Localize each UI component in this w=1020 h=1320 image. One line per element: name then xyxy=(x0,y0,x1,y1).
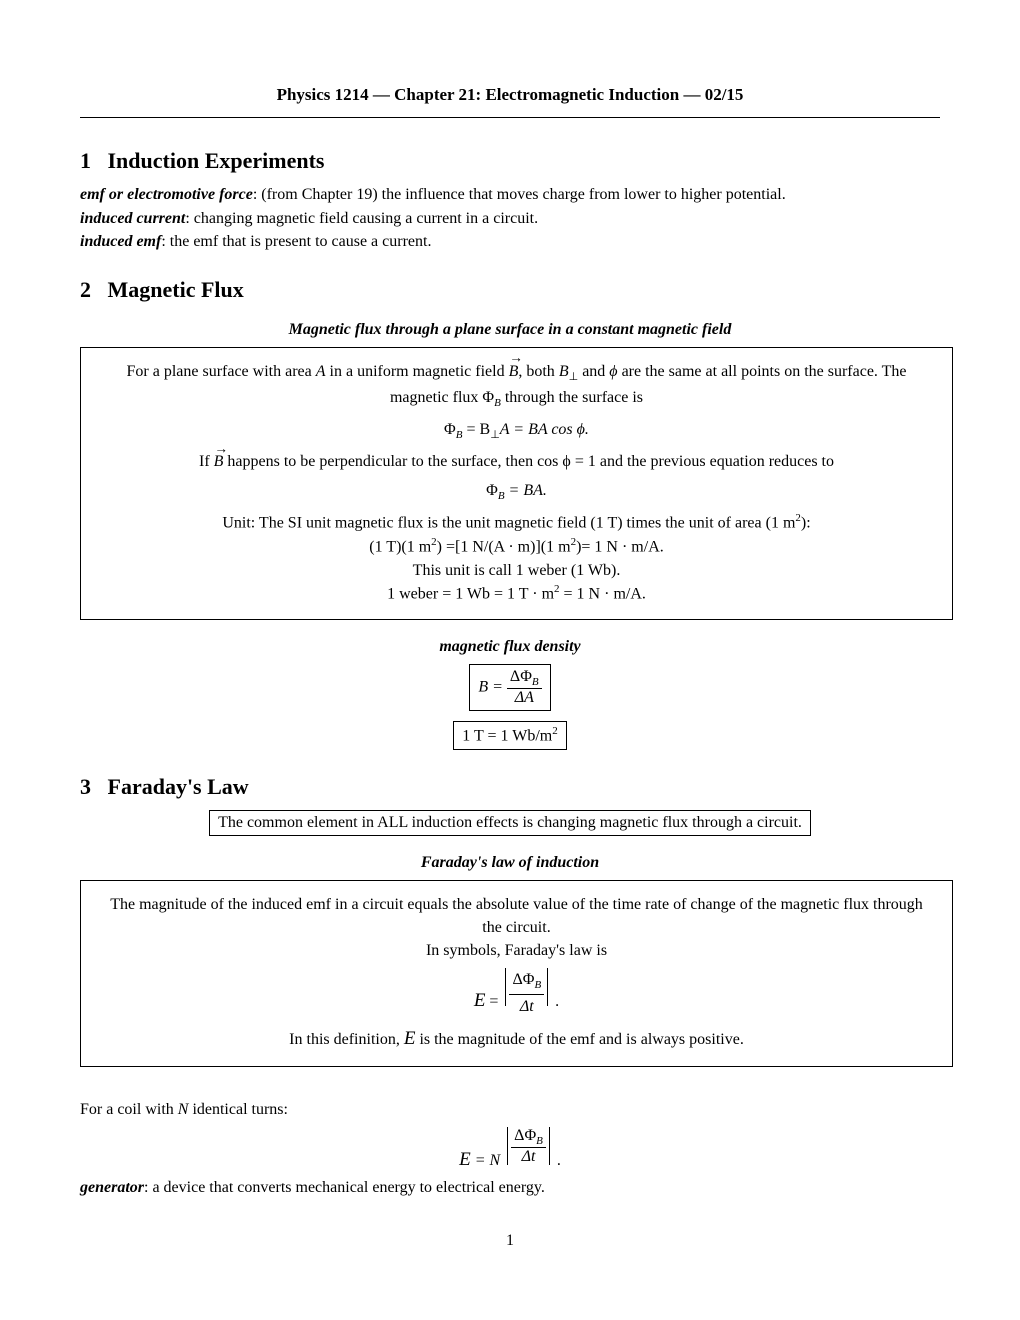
faraday-p2: In symbols, Faraday's law is xyxy=(99,939,934,962)
term-emf: emf or electromotive force xyxy=(80,186,253,203)
density-title: magnetic flux density xyxy=(80,638,940,656)
flux-unit-3: This unit is call 1 weber (1 Wb). xyxy=(99,559,934,582)
term-induced-emf: induced emf xyxy=(80,233,161,250)
faraday-equation: E = ΔΦBΔt . xyxy=(99,968,934,1018)
def-induced-emf: induced emf: the emf that is present to … xyxy=(80,231,940,253)
body-induced-emf: : the emf that is present to cause a cur… xyxy=(161,233,431,250)
section-2-heading: 2 Magnetic Flux xyxy=(80,277,940,303)
section-title: Faraday's Law xyxy=(108,774,249,799)
box-faraday: The magnitude of the induced emf in a ci… xyxy=(80,880,953,1067)
density-equation: B = ΔΦBΔA xyxy=(469,664,550,711)
flux-unit-2: (1 T)(1 m2) =[1 N/(A · m)](1 m2)= 1 N · … xyxy=(99,535,934,559)
box-flux-title: Magnetic flux through a plane surface in… xyxy=(80,321,940,339)
header-rule xyxy=(80,117,940,118)
coil-equation: E = N ΔΦBΔt . xyxy=(80,1127,940,1171)
flux-equation-2: ΦB = BA. xyxy=(99,479,934,505)
section-title: Induction Experiments xyxy=(108,148,325,173)
page-number: 1 xyxy=(80,1232,940,1250)
term-induced-current: induced current xyxy=(80,210,185,227)
body-generator: : a device that converts mechanical ener… xyxy=(144,1179,545,1196)
def-emf: emf or electromotive force: (from Chapte… xyxy=(80,184,940,206)
def-induced-current: induced current: changing magnetic field… xyxy=(80,208,940,230)
box-faraday-title: Faraday's law of induction xyxy=(80,854,940,872)
coil-text: For a coil with N identical turns: xyxy=(80,1099,940,1121)
body-induced-current: : changing magnetic field causing a curr… xyxy=(185,210,538,227)
def-generator: generator: a device that converts mechan… xyxy=(80,1177,940,1199)
flux-perp: If B happens to be perpendicular to the … xyxy=(99,450,934,473)
faraday-note: The common element in ALL induction effe… xyxy=(209,810,811,836)
section-1-heading: 1 Induction Experiments xyxy=(80,148,940,174)
section-number: 2 xyxy=(80,277,91,302)
flux-intro: For a plane surface with area A in a uni… xyxy=(99,360,934,412)
faraday-p3: In this definition, E is the magnitude o… xyxy=(99,1025,934,1053)
faraday-p1: The magnitude of the induced emf in a ci… xyxy=(99,893,934,939)
section-3-heading: 3 Faraday's Law xyxy=(80,774,940,800)
flux-unit-1: Unit: The SI unit magnetic flux is the u… xyxy=(99,511,934,535)
section-number: 1 xyxy=(80,148,91,173)
page-header: Physics 1214 — Chapter 21: Electromagnet… xyxy=(80,85,940,105)
flux-unit-4: 1 weber = 1 Wb = 1 T · m2 = 1 N · m/A. xyxy=(99,582,934,606)
section-number: 3 xyxy=(80,774,91,799)
box-flux: For a plane surface with area A in a uni… xyxy=(80,347,953,620)
section-title: Magnetic Flux xyxy=(108,277,244,302)
density-unit: 1 T = 1 Wb/m2 xyxy=(453,721,566,749)
term-generator: generator xyxy=(80,1179,144,1196)
body-emf: : (from Chapter 19) the influence that m… xyxy=(253,186,786,203)
